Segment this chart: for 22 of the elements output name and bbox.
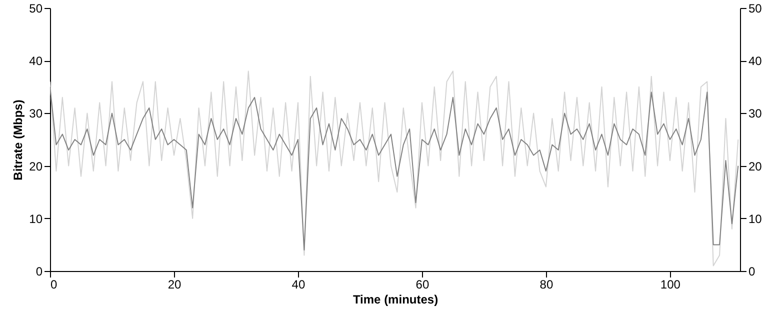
x-tick-label: 80 bbox=[540, 278, 554, 292]
y-tick-label: 30 bbox=[29, 106, 43, 121]
x-tick-label: 40 bbox=[292, 278, 306, 292]
y-axis-title: Bitrate (Mbps) bbox=[11, 100, 26, 180]
line-series bbox=[50, 70, 739, 266]
y2-tick-label: 0 bbox=[748, 264, 756, 278]
y2-tick-label: 50 bbox=[748, 2, 762, 16]
x-tick-label: 0 bbox=[50, 278, 58, 292]
x-tick-label: 60 bbox=[416, 278, 430, 292]
y2-tick-label: 20 bbox=[748, 159, 762, 174]
x-tick-label: 20 bbox=[168, 278, 182, 292]
y2-tick-label: 10 bbox=[748, 212, 762, 226]
x-axis-title: Time (minutes) bbox=[352, 292, 438, 306]
y-tick-label: 40 bbox=[29, 54, 43, 68]
y-tick-label: 10 bbox=[29, 212, 43, 226]
line-series bbox=[50, 86, 739, 250]
y-tick-label: 0 bbox=[36, 264, 43, 278]
y2-tick-label: 30 bbox=[748, 106, 762, 121]
y2-tick-label: 40 bbox=[748, 54, 762, 68]
y-tick-label: 50 bbox=[29, 2, 43, 16]
y-tick-label: 20 bbox=[29, 159, 43, 174]
x-tick-label: 100 bbox=[660, 278, 681, 292]
